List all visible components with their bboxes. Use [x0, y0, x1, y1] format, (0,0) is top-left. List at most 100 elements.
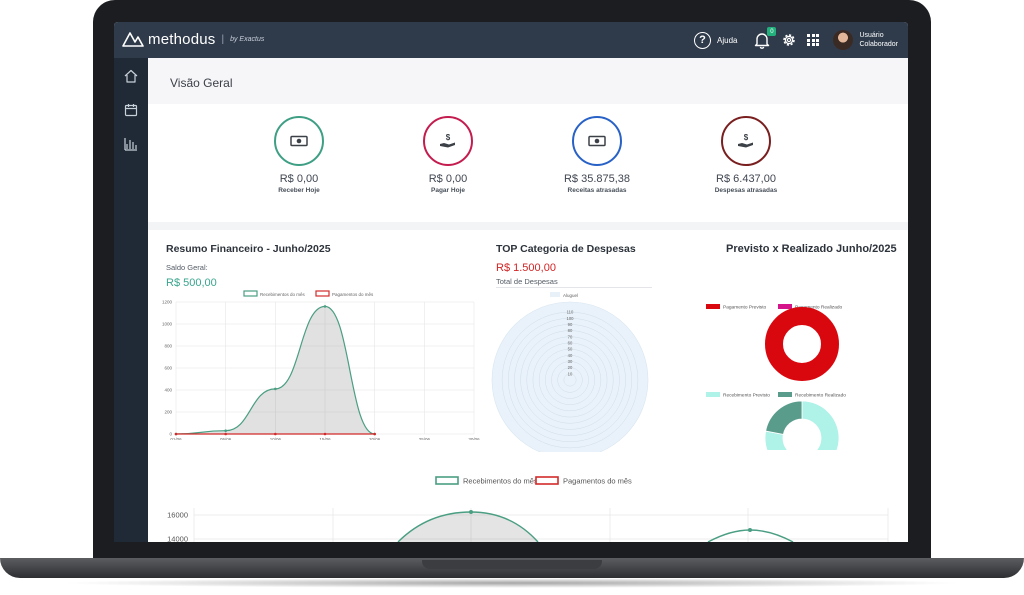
radar-ring: [520, 330, 620, 430]
y-tick-label: 16000: [167, 511, 188, 520]
radar-ring: [508, 318, 632, 442]
series-line: [175, 305, 375, 435]
kpi-despesas-atrasadas[interactable]: $ R$ 6.437,00 Despesas atrasadas: [686, 116, 806, 194]
data-point: [274, 387, 277, 391]
home-icon[interactable]: [123, 68, 139, 84]
kpi-circle: [572, 116, 622, 166]
avatar[interactable]: [833, 30, 854, 50]
kpi-value: R$ 35.875,38: [563, 173, 631, 185]
legend-label: Pagamentos do mês: [332, 292, 374, 297]
user-name: Usuário: [859, 32, 884, 39]
radar-tick-label: 50: [568, 347, 573, 352]
series-area: [176, 306, 375, 434]
data-point: [469, 510, 473, 514]
x-tick-label: 01/06: [170, 437, 182, 440]
help-label: Ajuda: [717, 35, 738, 45]
brand-by: by Exactus: [230, 35, 265, 43]
user-menu[interactable]: Usuário Colaborador: [859, 31, 898, 49]
user-role: Colaborador: [859, 41, 898, 48]
kpi-receitas-atrasadas[interactable]: R$ 35.875,38 Receitas atrasadas: [537, 116, 657, 194]
hand-dollar-icon: $: [738, 133, 753, 148]
notification-count-badge: 0: [767, 27, 777, 36]
saldo-value: R$ 500,00: [166, 277, 217, 289]
data-point: [323, 432, 327, 436]
legend-swatch: [535, 476, 559, 485]
title-bar: Visão Geral: [148, 58, 908, 104]
legend-label: Pagamento Previsto: [723, 305, 767, 311]
y-tick-label: 14000: [167, 535, 188, 543]
previsto-title: Previsto x Realizado Junho/2025: [726, 243, 897, 255]
radar-ring: [557, 367, 583, 393]
data-point: [748, 528, 752, 532]
donut-slice: [765, 400, 803, 435]
kpi-receber-hoje[interactable]: R$ 0,00 Receber Hoje: [239, 116, 359, 194]
kpi-label: Receber Hoje: [278, 187, 320, 194]
main-content: Visão Geral R$ 0,00 Receber Hoje $: [148, 58, 908, 542]
donut-charts: Pagamento Previsto Pagamento Realizado Rec…: [706, 304, 846, 450]
bar-chart-icon[interactable]: [123, 136, 139, 152]
radar-tick-label: 110: [567, 310, 574, 315]
legend-label: Recebimentos do mês: [463, 477, 538, 486]
top-categoria-value: R$ 1.500,00: [496, 262, 556, 274]
help-button[interactable]: ? Ajuda: [694, 31, 738, 49]
top-categoria-label: Total de Despesas: [496, 277, 558, 286]
chart-legend: Recebimentos do mês Pagamentos do mês: [243, 290, 374, 297]
bottom-chart-panel: Recebimentos do mês Pagamentos do mês 1600…: [148, 470, 908, 542]
radar-background: [491, 301, 649, 452]
radar-ring: [563, 373, 577, 387]
kpi-row: R$ 0,00 Receber Hoje $ R$ 0,00 Pagar Hoj…: [148, 104, 908, 222]
y-tick-label: 1200: [162, 300, 173, 305]
top-right-tools: ? Ajuda 0 Usuário Colaborador: [694, 27, 898, 53]
brand-separator: |: [221, 33, 225, 45]
divider: [496, 287, 652, 288]
series-area: [398, 512, 538, 542]
legend-label: Aluguel: [563, 293, 578, 298]
brand-name: methodus: [148, 30, 216, 48]
legend-label: Recebimentos do mês: [260, 292, 306, 297]
x-tick-label: 25/06: [419, 437, 431, 440]
radar-tick-label: 70: [568, 334, 573, 339]
radar-ring: [501, 311, 639, 449]
notifications-button[interactable]: 0: [753, 27, 777, 49]
kpi-pagar-hoje[interactable]: $ R$ 0,00 Pagar Hoje: [388, 116, 508, 194]
legend-label: Recebimento Realizado: [795, 393, 846, 399]
radar-tick-label: 20: [568, 365, 573, 370]
radar-ring: [551, 361, 589, 399]
top-categoria-title: TOP Categoria de Despesas: [496, 243, 636, 255]
y-tick-label: 200: [164, 410, 172, 415]
apps-grid-icon[interactable]: [807, 34, 820, 46]
donut-legend: Recebimento Previsto Recebimento Realizad…: [706, 392, 846, 399]
kpi-circle: [274, 116, 324, 166]
data-point: [323, 305, 327, 308]
donut-slice: [764, 400, 840, 450]
kpi-value: R$ 0,00: [428, 173, 468, 185]
x-tick-label: 20/06: [369, 437, 381, 440]
radar-tick-label: 10: [568, 371, 573, 376]
bottom-line-chart: Recebimentos do mês Pagamentos do mês 1600…: [167, 476, 889, 543]
radar-tick-label: 80: [568, 328, 573, 333]
data-point: [224, 429, 227, 432]
y-tick-label: 1000: [162, 322, 173, 327]
legend-swatch: [550, 292, 560, 297]
radar-tick-label: 100: [567, 316, 575, 321]
kpi-label: Pagar Hoje: [431, 187, 465, 194]
kpi-label: Receitas atrasadas: [567, 187, 627, 194]
data-point: [174, 432, 178, 436]
y-tick-label: 0: [169, 432, 172, 437]
legend-swatch: [435, 476, 459, 485]
calendar-icon[interactable]: [123, 102, 139, 118]
legend-label: Pagamento Realizado: [795, 305, 843, 311]
kpi-label: Despesas atrasadas: [714, 187, 778, 194]
gear-icon[interactable]: [781, 32, 797, 48]
kpi-circle: $: [423, 116, 473, 166]
legend-swatch: [243, 290, 258, 297]
radar-ring: [545, 355, 595, 405]
legend-swatch: [778, 304, 792, 309]
legend-swatch: [315, 290, 330, 297]
brand[interactable]: methodus | by Exactus: [122, 30, 264, 48]
radar-tick-label: 30: [568, 359, 573, 364]
kpi-value: R$ 6.437,00: [716, 173, 776, 185]
data-point: [224, 432, 227, 436]
data-point: [373, 432, 376, 436]
